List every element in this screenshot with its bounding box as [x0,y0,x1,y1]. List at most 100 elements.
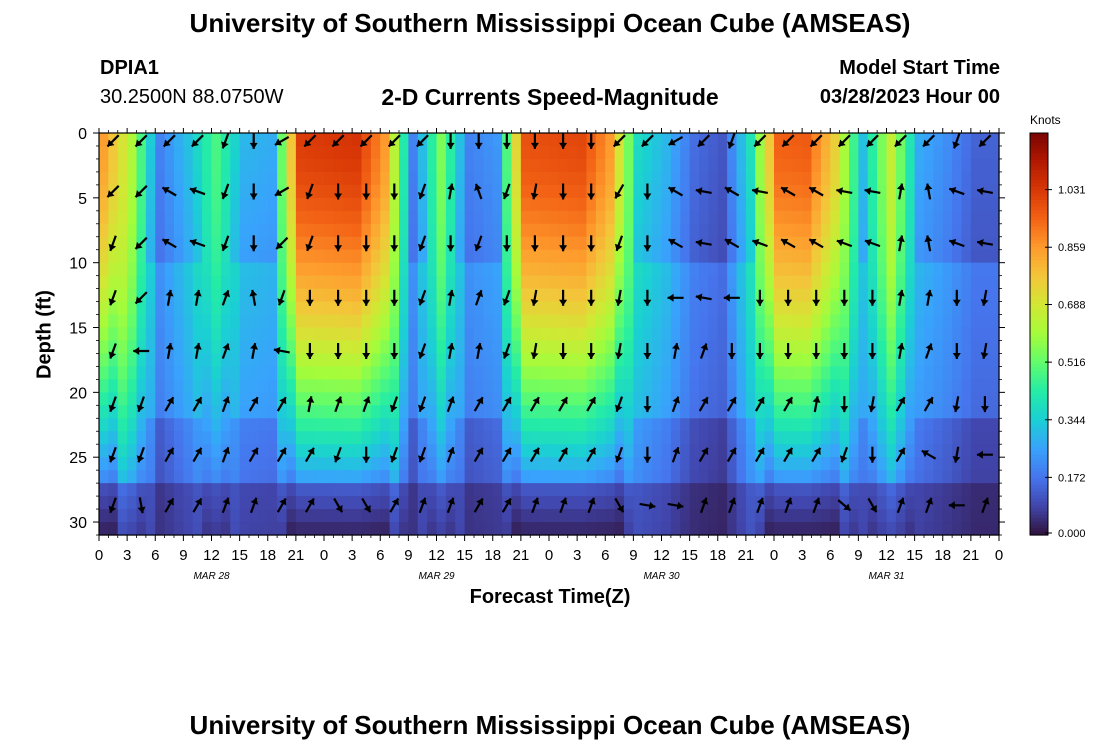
heat-cell [717,210,728,225]
heat-cell [895,418,906,432]
heat-cell [136,171,147,186]
heat-cell [530,405,541,419]
heat-cell [249,223,259,238]
heat-cell [652,353,663,368]
heat-cell [633,470,644,484]
heat-cell [970,145,981,160]
heat-cell [867,418,878,432]
current-arrow [108,343,117,359]
heat-cell [633,275,644,290]
heat-cell [802,418,813,432]
heat-cell [258,392,269,406]
heat-cell [717,431,728,445]
heat-cell [633,457,644,471]
heat-cell [511,418,522,432]
heat-cell [108,275,119,290]
heat-cell [792,262,803,277]
heat-cell [614,223,625,238]
heat-cell [708,353,719,368]
y-tick-label: 0 [78,126,87,143]
heat-cell [183,236,194,251]
heat-cell [905,457,916,471]
heat-cell [567,210,578,225]
heat-cell [717,314,728,329]
heat-cell [342,158,353,173]
current-arrow [643,396,652,413]
heat-cell [436,431,447,445]
colorbar-swatch [1030,337,1048,342]
current-arrow [136,446,145,463]
heat-cell [670,314,681,329]
heat-cell [361,457,372,471]
heat-cell [970,353,981,368]
current-arrow [695,293,712,302]
heat-cell [464,353,475,368]
heat-cell [239,301,250,316]
heat-cell [408,145,419,160]
heat-cell [539,262,550,277]
heat-cell [483,483,494,497]
heat-cell [661,236,672,251]
heat-cell [380,470,391,484]
heat-cell [408,327,419,342]
current-arrow [667,293,684,302]
heat-cell [661,314,672,329]
heat-cell [202,483,213,497]
heat-cell [333,275,344,290]
heat-cell [230,340,241,355]
current-arrow [108,497,117,514]
heat-cell [314,197,325,212]
heat-cell [361,145,372,160]
heat-cell [680,197,691,212]
colorbar-swatch [1030,149,1048,154]
heat-cell [295,197,306,212]
heat-cell [502,314,513,329]
heat-cell [708,275,719,290]
heat-cell [520,457,531,471]
heat-cell [474,275,484,290]
heat-cell [605,366,616,380]
heat-cell [202,210,213,225]
heat-cell [474,327,484,342]
heat-cell [839,327,850,342]
heat-cell [220,470,231,484]
heat-cell [183,392,194,406]
heat-cell [192,379,203,393]
heat-cell [961,483,972,497]
heat-cell [436,158,447,173]
heat-cell [295,314,306,329]
heat-cell [202,314,213,329]
heat-cell [689,366,700,380]
heat-cell [352,418,363,432]
heat-cell [745,431,756,445]
heat-cell [802,379,813,393]
heat-cell [624,418,634,432]
heat-cell [361,509,372,523]
heat-cell [858,158,869,173]
heat-cell [436,249,447,264]
heat-cell [258,145,269,160]
heat-cell [830,470,841,484]
heat-cell [155,509,166,523]
heat-cell [839,301,850,316]
heat-cell [417,353,428,368]
heat-cell [905,418,916,432]
heat-cell [652,379,663,393]
heat-cell [708,405,719,419]
heat-cell [961,288,972,303]
heat-cell [905,184,916,199]
heat-cell [586,509,597,523]
heat-cell [511,327,522,342]
heat-cell [745,418,756,432]
heat-cell [689,236,700,251]
current-arrow [695,187,712,196]
heat-cell [117,236,128,251]
heat-cell [764,392,775,406]
heat-cell [595,522,606,536]
heat-cell [652,444,663,458]
heat-cell [933,236,944,251]
current-arrow [474,132,483,149]
heat-cell [305,522,316,536]
current-arrow [165,289,174,306]
heat-cell [220,405,231,419]
